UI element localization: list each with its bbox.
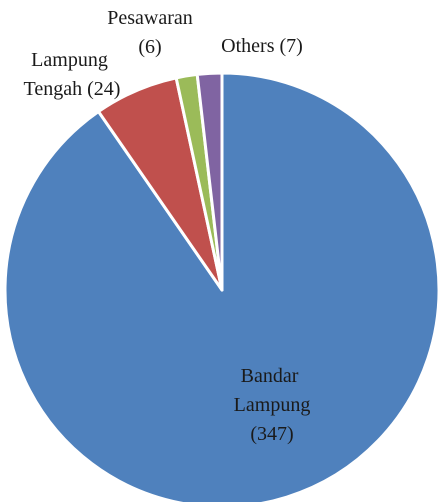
pie-slice bbox=[3, 71, 438, 502]
category-label: Bandar Lampung bbox=[234, 365, 311, 416]
category-label: Others bbox=[221, 35, 275, 57]
slice-label: Lampung Tengah (24) bbox=[24, 49, 121, 100]
slice-label: Pesawaran (6) bbox=[107, 7, 193, 58]
value-label: (24) bbox=[87, 78, 120, 100]
value-label: (6) bbox=[138, 36, 161, 58]
slice-label: Others (7) bbox=[221, 35, 303, 57]
category-label: Pesawaran bbox=[107, 7, 193, 29]
value-label: (7) bbox=[280, 35, 303, 57]
category-label: Lampung Tengah bbox=[24, 49, 113, 100]
slice-label: Bandar Lampung (347) bbox=[234, 365, 311, 445]
pie-slice bbox=[195, 71, 224, 292]
value-label: (347) bbox=[250, 423, 293, 445]
